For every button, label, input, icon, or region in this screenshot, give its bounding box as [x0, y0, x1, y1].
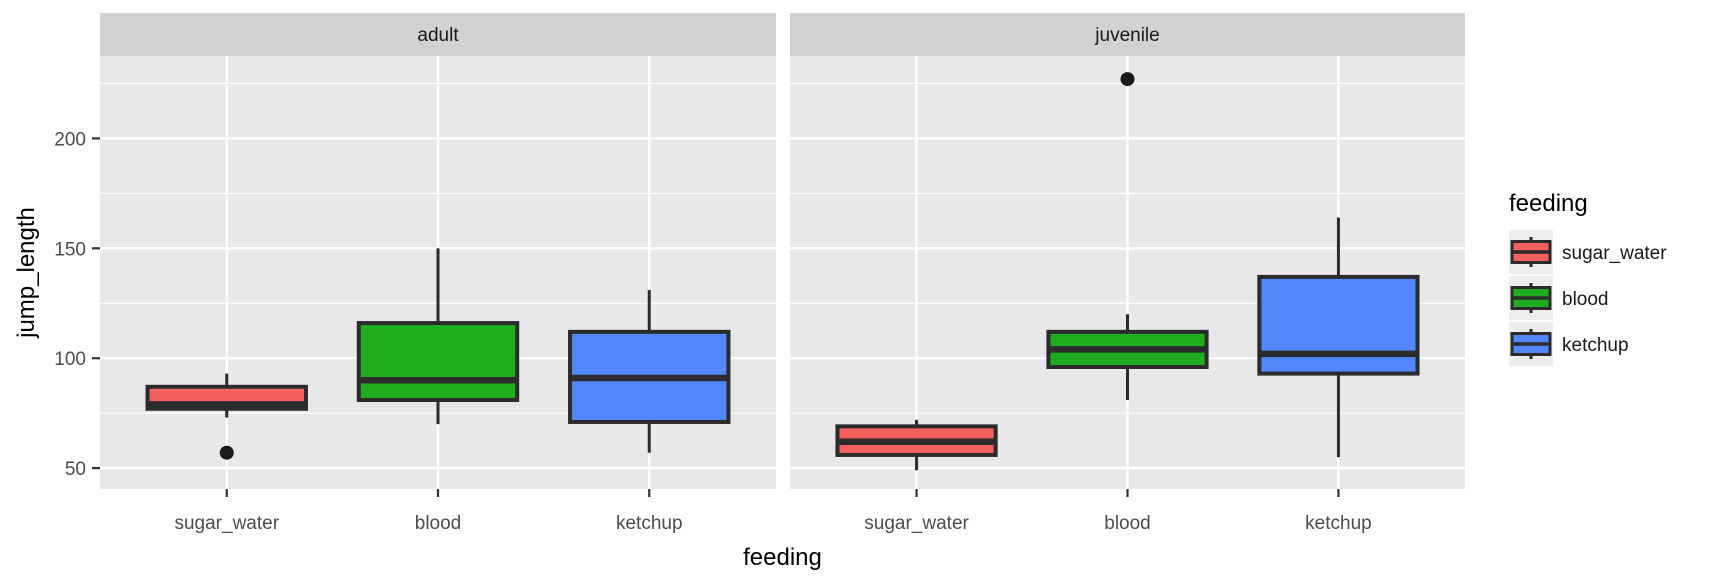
y-tick-label-150: 150: [54, 239, 86, 260]
x-tick-label-ketchup: ketchup: [616, 513, 683, 534]
legend: [1509, 230, 1553, 366]
outlier-point: [219, 445, 234, 460]
legend-label-blood: blood: [1562, 289, 1609, 310]
iqr-box: [1257, 274, 1420, 376]
legend-item-ketchup: [1509, 322, 1553, 366]
box-adult-sugar_water: [145, 373, 308, 460]
box-juvenile-sugar_water: [835, 419, 998, 471]
box-juvenile-ketchup: [1257, 217, 1420, 458]
x-tick-label-blood: blood: [415, 513, 462, 534]
box-adult-blood: [356, 248, 520, 425]
x-tick-label-ketchup: ketchup: [1305, 513, 1372, 534]
outlier-point: [1120, 72, 1135, 87]
legend-label-sugar_water: sugar_water: [1562, 243, 1667, 264]
legend-item-blood: [1509, 276, 1553, 320]
facet-strip: [790, 13, 1465, 56]
facet-panel-juvenile: [790, 13, 1465, 497]
x-tick-label-sugar_water: sugar_water: [864, 513, 969, 534]
box-juvenile-blood: [1046, 72, 1209, 400]
facet-strip-label-juvenile: juvenile: [1094, 25, 1159, 46]
x-tick-label-sugar_water: sugar_water: [174, 513, 279, 534]
y-tick-label-50: 50: [65, 459, 86, 480]
y-tick-label-100: 100: [54, 349, 86, 370]
legend-title: feeding: [1509, 190, 1588, 217]
facet-strip: [100, 13, 776, 56]
legend-item-sugar_water: [1509, 230, 1553, 274]
legend-label-ketchup: ketchup: [1562, 335, 1629, 356]
x-tick-label-blood: blood: [1104, 513, 1151, 534]
facet-strip-label-adult: adult: [417, 25, 459, 46]
y-tick-label-200: 200: [54, 129, 86, 150]
x-axis-title: feeding: [743, 544, 822, 571]
y-axis-title: jump_length: [13, 207, 40, 339]
iqr-box: [356, 321, 520, 402]
box-adult-ketchup: [568, 290, 731, 453]
facet-panel-adult: [100, 13, 776, 497]
